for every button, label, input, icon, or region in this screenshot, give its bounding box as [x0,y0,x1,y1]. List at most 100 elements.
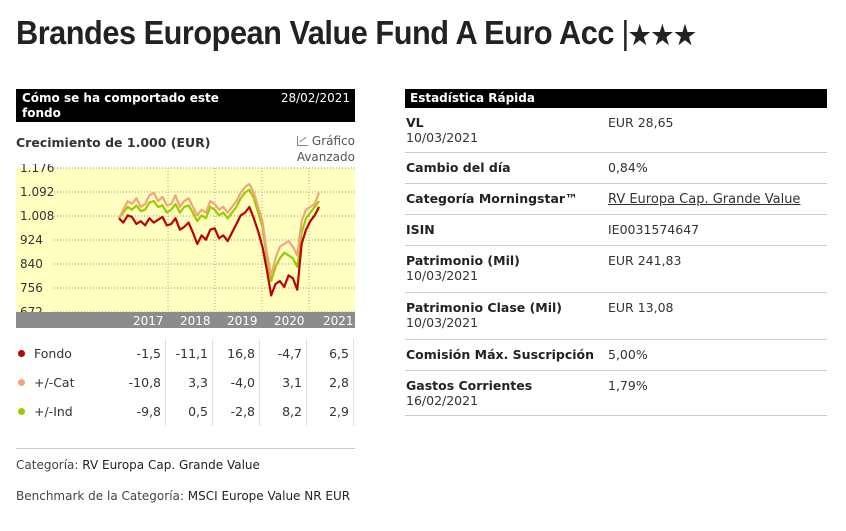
category-value: RV Europa Cap. Grande Value [82,458,260,472]
returns-row-label: +/-Ind [34,404,73,419]
benchmark-line: Benchmark de la Categoría: MSCI Europe V… [16,489,355,503]
returns-row-label: Fondo [34,346,72,361]
star-rating-icon: ★★★ [628,20,697,50]
returns-cell: 2,9 [307,397,354,426]
category-link[interactable]: RV Europa Cap. Grande Value [608,192,801,207]
returns-cell: -10,8 [119,368,166,397]
stat-value-cell: 0,84% [608,160,827,183]
stat-value-cell: 1,79% [608,378,827,415]
stat-label: Patrimonio (Mil) [406,253,520,268]
returns-cell: 2,8 [307,368,354,397]
stat-label: VL [406,115,424,130]
stat-value: IE0031574647 [608,222,700,237]
advanced-chart-link[interactable]: Gráfico Avanzado [283,133,355,165]
stat-date: 10/03/2021 [406,315,479,330]
returns-cell: -11,1 [166,339,213,368]
stat-label-cell: VL 10/03/2021 [405,115,608,152]
stat-row: Patrimonio Clase (Mil) 10/03/2021 EUR 13,0… [405,293,827,340]
returns-row-name: Fondo [16,346,119,361]
returns-cell: -9,8 [119,397,166,426]
growth-chart: 1.1761.0921.0089248407566722017201820192… [16,164,355,328]
fund-title: Brandes European Value Fund A Euro Acc |★… [16,14,697,52]
stat-value: 5,00% [608,347,648,362]
stat-row: Patrimonio (Mil) 10/03/2021 EUR 241,83 [405,246,827,293]
performance-panel: Cómo se ha comportado este fondo 28/02/2… [16,89,355,503]
returns-cell: -4,0 [213,368,260,397]
stat-value: EUR 241,83 [608,253,682,268]
stat-row: Gastos Corrientes 16/02/2021 1,79% [405,371,827,416]
quick-stats-header: Estadística Rápida [405,89,827,108]
stat-value: 1,79% [608,378,648,393]
stat-row: ISIN IE0031574647 [405,215,827,246]
x-tick-label: 2018 [180,314,211,328]
returns-row-label: +/-Cat [34,375,75,390]
series-line [118,188,320,283]
performance-header: Cómo se ha comportado este fondo 28/02/2… [16,89,355,122]
quick-stats-panel: Estadística Rápida VL 10/03/2021 EUR 28,65… [405,89,827,416]
x-tick-label: 2017 [133,314,164,328]
fund-name: Brandes European Value Fund A Euro Acc [16,14,614,51]
x-axis-band [16,312,355,328]
y-tick-label: 1.176 [20,164,54,175]
stat-label-cell: Categoría Morningstar™ [405,191,608,214]
returns-row-name: +/-Ind [16,404,119,419]
returns-cell: -1,5 [119,339,166,368]
returns-cell: -4,7 [260,339,307,368]
stat-label: ISIN [406,222,435,237]
performance-header-date: 28/02/2021 [280,91,350,105]
series-line [118,182,321,277]
returns-cell: 3,3 [166,368,213,397]
returns-cell: 3,1 [260,368,307,397]
stat-value: EUR 28,65 [608,115,674,130]
stat-value-cell: EUR 241,83 [608,253,827,292]
stat-value-cell: EUR 13,08 [608,300,827,339]
stat-date: 10/03/2021 [406,130,479,145]
rating-separator: | [621,14,629,51]
returns-cell: 8,2 [260,397,307,426]
y-tick-label: 1.008 [20,209,54,223]
legend-dot-icon [18,350,25,357]
stat-label-cell: Cambio del día [405,160,608,183]
stat-row: Cambio del día 0,84% [405,153,827,184]
stat-label: Gastos Corrientes [406,378,533,393]
returns-cell: 16,8 [213,339,260,368]
benchmark-value: MSCI Europe Value NR EUR [187,489,351,503]
returns-row: Fondo -1,5 -11,1 16,8 -4,7 6,5 [16,339,355,368]
returns-row: +/-Ind -9,8 0,5 -2,8 8,2 2,9 [16,397,355,426]
stat-row: VL 10/03/2021 EUR 28,65 [405,108,827,153]
advanced-chart-label: Gráfico Avanzado [296,134,355,164]
returns-cell: 0,5 [166,397,213,426]
returns-row-name: +/-Cat [16,375,119,390]
performance-header-title: Cómo se ha comportado este fondo [22,91,219,120]
growth-chart-svg: 1.1761.0921.0089248407566722017201820192… [16,164,355,328]
stat-row: Categoría Morningstar™ RV Europa Cap. Gra… [405,184,827,215]
x-tick-label: 2020 [274,314,305,328]
returns-table: Fondo -1,5 -11,1 16,8 -4,7 6,5 +/-Cat -10,8 3,3-… [16,339,355,426]
y-tick-label: 840 [20,257,43,271]
legend-dot-icon [18,408,25,415]
growth-title: Crecimiento de 1.000 (EUR) [16,135,211,150]
stat-label-cell: Comisión Máx. Suscripción [405,347,608,370]
stat-value-cell: 5,00% [608,347,827,370]
stat-label-cell: Patrimonio (Mil) 10/03/2021 [405,253,608,292]
stat-row: Comisión Máx. Suscripción 5,00% [405,340,827,371]
returns-cell: -2,8 [213,397,260,426]
stat-label: Categoría Morningstar™ [406,191,578,206]
stat-value: EUR 13,08 [608,300,674,315]
y-tick-label: 924 [20,233,43,247]
stat-date: 10/03/2021 [406,268,479,283]
stat-value-cell: EUR 28,65 [608,115,827,152]
y-tick-label: 1.092 [20,185,54,199]
x-tick-label: 2019 [227,314,258,328]
stat-value-cell: RV Europa Cap. Grande Value [608,191,827,214]
x-tick-label: 2021 [323,314,354,328]
y-tick-label: 756 [20,281,43,295]
category-line: Categoría: RV Europa Cap. Grande Value [16,458,355,472]
chart-icon [296,136,308,146]
stat-date: 16/02/2021 [406,393,479,408]
stat-label-cell: ISIN [405,222,608,245]
stat-value: 0,84% [608,160,648,175]
stat-label: Patrimonio Clase (Mil) [406,300,563,315]
benchmark-label: Benchmark de la Categoría: [16,489,184,503]
stat-label: Cambio del día [406,160,511,175]
